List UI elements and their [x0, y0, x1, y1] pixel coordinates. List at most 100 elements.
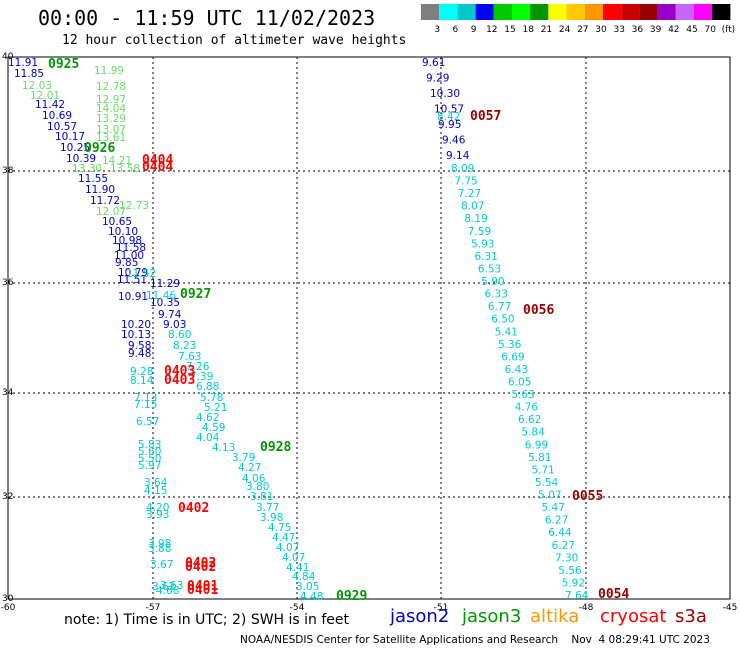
legend-swatch	[621, 4, 640, 20]
wave-height-value: 9.03	[163, 319, 186, 331]
wave-height-value: 10.17	[55, 131, 85, 143]
wave-height-value: 7.64	[565, 590, 589, 602]
legend-label: 36	[632, 25, 644, 35]
wave-height-value: 5.60	[138, 446, 161, 458]
satellite-cryosat-label: cryosat	[600, 606, 667, 627]
wave-height-value: 6.43	[505, 364, 528, 376]
pass-time-label: 0404	[142, 153, 173, 168]
pass-time-label: 0402	[185, 556, 216, 571]
legend-swatch	[603, 4, 622, 20]
pass-time-label: 0403	[164, 364, 195, 379]
footnote: note: 1) Time is in UTC; 2) SWH is in fe…	[64, 612, 350, 628]
wave-height-value: 8.14	[130, 375, 154, 387]
satellite-jason2-label: jason2	[390, 606, 450, 627]
wave-height-value: 5.71	[531, 464, 554, 476]
wave-height-value: 7.13	[134, 392, 157, 404]
lon-tick-label: -48	[579, 603, 594, 613]
wave-height-value: 4.27	[238, 462, 261, 474]
legend-label: 24	[559, 25, 571, 35]
credit-line: NOAA/NESDIS Center for Satellite Applica…	[240, 634, 710, 646]
wave-height-value: 11.52	[126, 268, 156, 280]
wave-height-value: 11.51	[117, 274, 147, 286]
wave-height-value: 7.30	[555, 552, 578, 564]
legend-label: 70	[704, 25, 716, 35]
chart-title: 00:00 - 11:59 UTC 11/02/2023	[38, 6, 376, 30]
wave-height-value: 14.04	[96, 103, 126, 115]
wave-height-value: 10.79	[118, 267, 148, 279]
pass-time-label: 0927	[180, 287, 211, 302]
wave-height-value: 5.90	[481, 276, 504, 288]
wave-height-value: 4.04	[196, 432, 220, 444]
wave-height-value: 4.62	[196, 412, 219, 424]
wave-height-value: 7.27	[458, 188, 481, 200]
wave-height-value: 12.97	[96, 94, 126, 106]
wave-height-value: 10.69	[42, 110, 72, 122]
wave-height-value: 10.20	[121, 319, 151, 331]
wave-height-value: 4.07	[282, 552, 305, 564]
wave-height-value: 3.05	[296, 581, 319, 593]
wave-height-value: 4.48	[300, 591, 323, 603]
wave-height-value: 13.58	[110, 163, 140, 175]
wave-height-value: 9.95	[438, 119, 461, 131]
legend-swatch	[657, 4, 676, 20]
wave-height-value: 13.30	[72, 163, 102, 175]
wave-height-value: 6.62	[518, 414, 541, 426]
legend-label: 27	[577, 25, 588, 35]
wave-height-value: 7.39	[190, 371, 213, 383]
wave-height-value: 10.91	[118, 291, 148, 303]
wave-height-value: 9.74	[158, 309, 182, 321]
legend-label: 33	[613, 25, 624, 35]
wave-height-value: 5.36	[498, 339, 522, 351]
wave-height-value: 6.27	[552, 540, 575, 552]
wave-height-value: 10.39	[66, 153, 96, 165]
wave-height-value: 10.25	[60, 142, 90, 154]
wave-height-value: 12.07	[96, 206, 126, 218]
wave-height-value: 4.59	[202, 422, 225, 434]
legend-label: 42	[668, 25, 679, 35]
legend-swatch	[475, 4, 494, 20]
wave-height-value: 5.93	[471, 238, 494, 250]
legend-label: 21	[541, 25, 552, 35]
wave-height-value: 9.28	[130, 366, 153, 378]
legend-label: 3	[434, 25, 440, 35]
pass-time-label: 0402	[185, 560, 216, 575]
lat-tick-label: 38	[2, 166, 14, 176]
wave-height-value: 11.85	[14, 68, 44, 80]
wave-height-value: 3.77	[256, 502, 279, 514]
pass-time-label: 0056	[523, 303, 554, 318]
wave-height-value: 4.41	[286, 562, 309, 574]
wave-height-value: 12.03	[22, 80, 52, 92]
wave-height-value: 3.67	[150, 559, 173, 571]
legend-swatch	[712, 4, 731, 20]
legend-swatch	[493, 4, 512, 20]
wave-height-value: 7.15	[134, 399, 157, 411]
legend-label: 45	[686, 25, 697, 35]
legend-swatch	[566, 4, 585, 20]
wave-height-value: 11.42	[35, 99, 65, 111]
wave-height-value: 9.58	[128, 340, 151, 352]
wave-height-value: 4.07	[276, 542, 299, 554]
wave-height-value: 10.13	[121, 329, 151, 341]
wave-height-value: 9.29	[426, 73, 449, 85]
wave-height-value: 4.20	[146, 502, 169, 514]
wave-height-value: 3.79	[232, 452, 255, 464]
pass-time-label: 0057	[470, 109, 501, 124]
wave-height-value: 5.41	[495, 326, 518, 338]
wave-height-value: 11.55	[78, 173, 108, 185]
wave-height-value: 13.61	[96, 132, 126, 144]
wave-height-value: 11.29	[150, 278, 180, 290]
wave-height-value: 5.97	[138, 460, 161, 472]
wave-height-value: 13.29	[96, 113, 126, 125]
wave-height-value: 6.53	[478, 263, 501, 275]
lon-tick-label: -51	[434, 603, 449, 613]
wave-height-value: 6.27	[545, 515, 568, 527]
wave-height-value: 5.63	[511, 389, 534, 401]
wave-height-value: 10.65	[102, 216, 132, 228]
wave-height-value: 6.31	[474, 251, 497, 263]
legend-swatch	[439, 4, 458, 20]
wave-height-value: 6.69	[501, 351, 524, 363]
wave-height-value: 8.60	[168, 329, 191, 341]
wave-height-value: 10.57	[434, 104, 464, 116]
lat-tick-label: 34	[2, 388, 14, 398]
wave-height-value: 9.85	[115, 257, 138, 269]
